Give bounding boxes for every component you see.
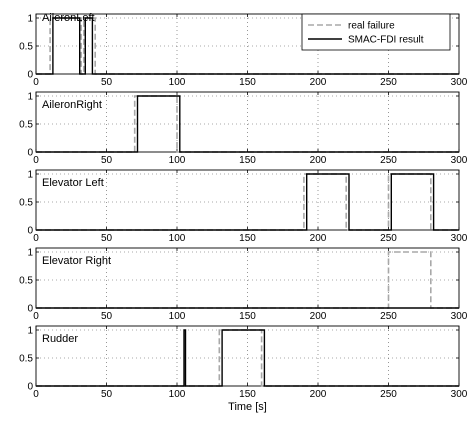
y-tick-label: 0.5 xyxy=(19,354,33,365)
x-tick-label: 300 xyxy=(451,77,468,88)
y-tick-label: 1 xyxy=(27,170,33,181)
x-tick-label: 150 xyxy=(239,233,256,244)
x-tick-label: 250 xyxy=(380,389,397,400)
panel-title: AileronRight xyxy=(42,99,102,111)
y-tick-label: 1 xyxy=(27,248,33,259)
x-tick-label: 50 xyxy=(101,77,113,88)
legend: real failure SMAC-FDI result xyxy=(301,13,451,51)
x-tick-label: 50 xyxy=(101,389,113,400)
y-tick-label: 0 xyxy=(27,226,33,237)
y-tick-label: 1 xyxy=(27,326,33,337)
y-tick-label: 0.5 xyxy=(19,42,33,53)
panel-title: AileronLeft xyxy=(42,12,95,24)
x-tick-label: 200 xyxy=(310,389,327,400)
x-tick-label: 100 xyxy=(169,155,186,166)
x-tick-label: 200 xyxy=(310,311,327,322)
panel-title: Elevator Left xyxy=(42,177,104,189)
x-tick-label: 100 xyxy=(169,311,186,322)
x-tick-label: 300 xyxy=(451,389,468,400)
x-tick-label: 0 xyxy=(33,311,39,322)
x-tick-label: 300 xyxy=(451,233,468,244)
x-tick-label: 0 xyxy=(33,155,39,166)
x-tick-label: 150 xyxy=(239,77,256,88)
panel-2: 0 50 100 150 200 250 300 0 0.5 1 AileronRight xyxy=(19,92,468,167)
x-tick-label: 50 xyxy=(101,311,113,322)
panel-5: 0 50 100 150 200 250 300 0 0.5 1 Rudder Time [s] xyxy=(19,326,468,414)
panel-1: 0 50 100 150 200 250 300 0 0.5 1 AileronLeft real f… xyxy=(19,12,468,88)
x-tick-label: 250 xyxy=(380,311,397,322)
legend-label: real failure xyxy=(348,21,395,32)
y-tick-label: 0.5 xyxy=(19,276,33,287)
y-tick-label: 0 xyxy=(27,70,33,81)
y-tick-label: 0.5 xyxy=(19,120,33,131)
x-tick-label: 250 xyxy=(380,155,397,166)
x-axis-label: Time [s] xyxy=(228,401,267,413)
panel-4: 0 50 100 150 200 250 300 0 0.5 1 Elevator Right xyxy=(19,248,468,323)
x-tick-label: 200 xyxy=(310,77,327,88)
x-tick-label: 0 xyxy=(33,233,39,244)
legend-box xyxy=(301,13,451,51)
y-tick-label: 1 xyxy=(27,14,33,25)
smac-fdi-result-line xyxy=(36,329,459,387)
x-tick-label: 0 xyxy=(33,389,39,400)
panel-title: Elevator Right xyxy=(42,255,111,267)
axes-frame xyxy=(35,91,460,153)
x-tick-label: 100 xyxy=(169,233,186,244)
smac-fdi-result-line xyxy=(36,95,459,153)
x-tick-label: 0 xyxy=(33,77,39,88)
panel-title: Rudder xyxy=(42,333,78,345)
x-tick-label: 150 xyxy=(239,311,256,322)
x-tick-label: 200 xyxy=(310,233,327,244)
x-tick-label: 300 xyxy=(451,311,468,322)
y-tick-label: 0 xyxy=(27,382,33,393)
axes-frame xyxy=(35,325,460,387)
y-tick-label: 1 xyxy=(27,92,33,103)
smac-fdi-result-line xyxy=(36,17,459,75)
x-tick-label: 50 xyxy=(101,155,113,166)
smac-fdi-result-line xyxy=(36,173,459,231)
x-tick-label: 250 xyxy=(380,233,397,244)
x-tick-label: 150 xyxy=(239,155,256,166)
x-tick-label: 50 xyxy=(101,233,113,244)
x-tick-label: 100 xyxy=(169,77,186,88)
legend-label: SMAC-FDI result xyxy=(348,35,424,46)
y-tick-label: 0.5 xyxy=(19,198,33,209)
x-tick-label: 250 xyxy=(380,77,397,88)
y-tick-label: 0 xyxy=(27,148,33,159)
y-tick-label: 0 xyxy=(27,304,33,315)
panel-3: 0 50 100 150 200 250 300 0 0.5 1 Elevator Left xyxy=(19,170,468,245)
x-tick-label: 150 xyxy=(239,389,256,400)
x-tick-label: 300 xyxy=(451,155,468,166)
x-tick-label: 100 xyxy=(169,389,186,400)
x-tick-label: 200 xyxy=(310,155,327,166)
